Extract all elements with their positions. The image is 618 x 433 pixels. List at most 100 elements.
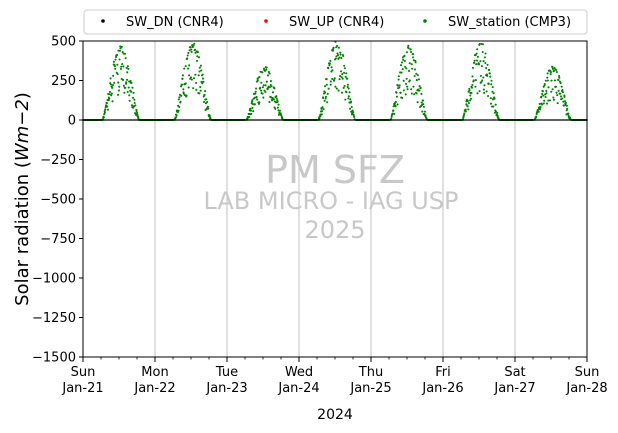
sw-station-point <box>335 87 338 90</box>
sw-station-point <box>183 94 186 97</box>
sw-station-point <box>329 80 332 83</box>
legend-label-sw-station: SW_station (CMP3) <box>448 15 571 30</box>
sw-station-point <box>339 53 342 56</box>
sw-station-point <box>181 83 184 86</box>
sw-station-point <box>553 79 557 82</box>
sw-station-point <box>347 97 350 100</box>
sw-station-point <box>412 56 415 59</box>
sw-station-point <box>345 91 348 94</box>
sw-station-point <box>126 90 129 94</box>
sw-station-point <box>549 73 552 76</box>
sw-station-point <box>340 76 343 79</box>
sw-station-point <box>326 92 329 95</box>
sw-station-point <box>203 94 206 97</box>
sw-station-point <box>121 63 124 66</box>
sw-station-point <box>327 67 330 70</box>
x-tick-label-date: Jan-22 <box>133 381 175 396</box>
sw-station-point <box>350 100 353 103</box>
y-axis-title-main: Solar radiation ( <box>12 161 33 306</box>
sw-station-point <box>469 97 473 100</box>
sw-station-point <box>555 68 558 71</box>
sw-station-point <box>131 96 135 99</box>
vertical-grid <box>154 41 516 357</box>
sw-station-point <box>395 95 398 98</box>
sw-station-point <box>331 49 335 52</box>
sw-station-point <box>326 101 329 104</box>
sw-station-point <box>468 89 471 92</box>
x-tick-label-date: Jan-26 <box>421 381 463 396</box>
sw-station-point <box>474 85 477 88</box>
sw-station-point <box>411 67 414 70</box>
sw-station-point <box>198 70 201 73</box>
sw-station-point <box>404 65 407 68</box>
sw-station-point <box>323 99 326 102</box>
sw-station-point <box>117 81 120 84</box>
sw-station-point <box>110 94 113 97</box>
y-tick-label: 250 <box>51 74 76 89</box>
sw-station-point <box>492 105 495 108</box>
sw-station-point <box>339 70 343 73</box>
sw-station-point <box>194 73 197 76</box>
sw-station-point <box>471 66 475 69</box>
sw-station-point <box>333 79 336 82</box>
sw-station-point <box>424 114 427 117</box>
sw-station-point <box>186 54 189 57</box>
sw-station-point <box>473 61 476 64</box>
y-tick-label: 500 <box>51 35 76 50</box>
sw-station-point <box>130 81 133 84</box>
sw-station-point <box>324 91 327 94</box>
sw-station-point <box>125 81 128 84</box>
sw-station-point <box>250 112 253 115</box>
sw-station-point <box>405 77 408 80</box>
sw-station-point <box>549 71 552 74</box>
sw-station-point <box>180 94 183 97</box>
sw-station-point <box>547 86 550 89</box>
sw-station-point <box>260 81 263 84</box>
sw-station-point <box>335 55 338 58</box>
sw-station-point <box>321 106 324 109</box>
sw-station-point <box>192 77 196 80</box>
sw-station-point <box>392 109 395 112</box>
sw-station-point <box>537 110 540 113</box>
sw-station-point <box>339 75 342 78</box>
sw-station-point <box>324 95 328 98</box>
sw-station-point <box>196 51 199 54</box>
sw-station-point <box>187 86 190 89</box>
sw-station-point <box>272 98 275 101</box>
sw-station-point <box>471 83 474 87</box>
legend-marker-sw-dn <box>101 19 105 23</box>
sw-station-point <box>418 89 421 92</box>
sw-station-point <box>558 76 561 79</box>
sw-station-point <box>554 85 558 88</box>
sw-station-point <box>319 114 322 118</box>
sw-station-point <box>418 85 421 88</box>
sw-station-point <box>490 79 493 82</box>
sw-station-point <box>128 94 131 97</box>
sw-station-point <box>194 51 197 54</box>
sw-station-point <box>343 67 346 70</box>
sw-station-point <box>190 78 193 81</box>
sw-station-point <box>559 82 562 85</box>
sw-station-point <box>206 105 209 108</box>
sw-station-point <box>409 48 412 51</box>
sw-station-point <box>121 78 125 81</box>
sw-station-point <box>330 66 333 69</box>
sw-station-point <box>394 100 397 103</box>
sw-station-point <box>551 67 554 70</box>
sw-station-point <box>109 77 112 80</box>
sw-station-point <box>561 91 564 94</box>
sw-station-point <box>205 98 208 101</box>
sw-station-point <box>133 101 136 105</box>
sw-station-point <box>188 64 191 67</box>
sw-station-point <box>340 91 344 94</box>
sw-station-point <box>466 99 469 103</box>
sw-station-point <box>417 78 421 81</box>
sw-station-point <box>342 86 345 89</box>
sw-station-point <box>546 76 549 79</box>
sw-station-point <box>397 78 400 81</box>
sw-station-point <box>265 66 268 69</box>
sw-station-point <box>202 80 205 83</box>
sw-station-point <box>125 66 128 69</box>
sw-station-point <box>322 97 325 100</box>
sw-station-point <box>178 105 181 108</box>
